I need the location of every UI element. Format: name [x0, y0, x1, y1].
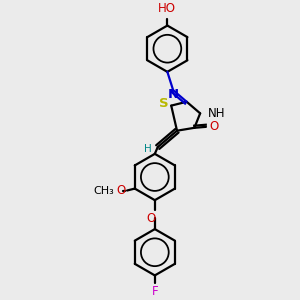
- Text: CH₃: CH₃: [94, 185, 115, 196]
- Text: NH: NH: [208, 107, 225, 120]
- Text: HO: HO: [158, 2, 176, 15]
- Text: F: F: [152, 285, 158, 298]
- Text: O: O: [116, 184, 125, 197]
- Text: O: O: [210, 120, 219, 133]
- Text: O: O: [146, 212, 156, 225]
- Text: S: S: [159, 97, 168, 110]
- Text: N: N: [168, 88, 179, 100]
- Text: H: H: [144, 144, 152, 154]
